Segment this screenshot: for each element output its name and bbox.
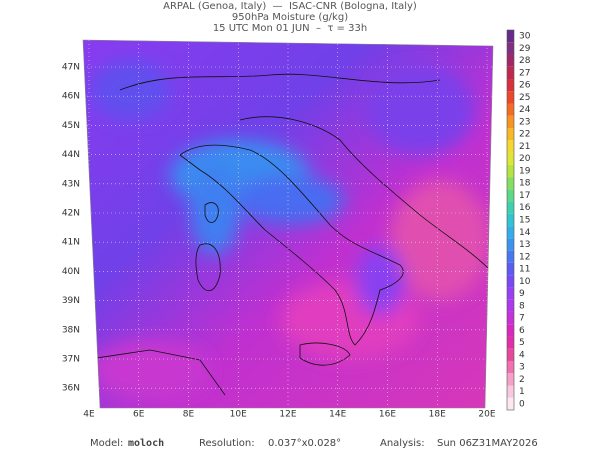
colorbar-label: 1 bbox=[519, 387, 525, 397]
colorbar-label: 9 bbox=[519, 289, 525, 299]
colorbar-swatch bbox=[507, 30, 514, 43]
longitude-label: 20E bbox=[478, 410, 495, 420]
colorbar-swatch bbox=[507, 91, 514, 104]
latitude-label: 37N bbox=[62, 355, 80, 365]
colorbar-swatch bbox=[507, 140, 514, 153]
colorbar-swatch bbox=[507, 385, 514, 398]
colorbar-label: 28 bbox=[519, 56, 531, 66]
colorbar-label: 11 bbox=[519, 265, 530, 275]
footer-value: 0.037°x0.028° bbox=[268, 438, 341, 449]
colorbar-swatch bbox=[507, 275, 514, 288]
colorbar-label: 19 bbox=[519, 166, 531, 176]
footer-label: Model: bbox=[90, 438, 123, 449]
colorbar-swatch bbox=[507, 360, 514, 374]
latitude-label: 40N bbox=[62, 267, 80, 277]
longitude-label: 10E bbox=[230, 410, 247, 420]
longitude-label: 16E bbox=[379, 410, 396, 420]
longitude-label: 4E bbox=[83, 410, 95, 420]
colorbar-swatch bbox=[507, 311, 514, 325]
colorbar-label: 3 bbox=[519, 363, 525, 373]
colorbar-swatch bbox=[507, 66, 514, 80]
latitude-label: 39N bbox=[62, 296, 80, 306]
colorbar-swatch bbox=[507, 348, 514, 361]
colorbar-swatch bbox=[507, 152, 514, 165]
colorbar-label: 0 bbox=[519, 399, 525, 409]
colorbar-swatch bbox=[507, 238, 514, 251]
colorbar-label: 22 bbox=[519, 130, 530, 140]
colorbar-swatch bbox=[507, 79, 514, 92]
longitude-label: 8E bbox=[183, 410, 195, 420]
colorbar-swatch bbox=[507, 103, 514, 116]
colorbar-swatch bbox=[507, 299, 514, 312]
header-line: 15 UTC Mon 01 JUN – τ = 33h bbox=[213, 23, 367, 34]
colorbar-label: 24 bbox=[519, 105, 531, 115]
colorbar-swatch bbox=[507, 262, 514, 276]
colorbar-label: 21 bbox=[519, 142, 530, 152]
colorbar-swatch bbox=[507, 201, 514, 214]
colorbar-swatch bbox=[507, 397, 514, 410]
colorbar-label: 10 bbox=[519, 277, 531, 287]
colorbar-label: 13 bbox=[519, 240, 530, 250]
longitude-label: 12E bbox=[279, 410, 296, 420]
colorbar-label: 23 bbox=[519, 117, 530, 127]
axis-labels: 47N 46N 45N 44N 43N 42N 41N 40N 39N 38N 37N 36N 4E 6E… bbox=[62, 63, 496, 420]
longitude-label: 14E bbox=[329, 410, 346, 420]
colorbar-label: 17 bbox=[519, 191, 530, 201]
colorbar-swatch bbox=[507, 373, 514, 386]
latitude-label: 47N bbox=[62, 63, 80, 73]
header-line: 950hPa Moisture (g/kg) bbox=[232, 12, 348, 23]
colorbar-label: 20 bbox=[519, 154, 531, 164]
footer-label: Resolution: bbox=[199, 438, 255, 449]
colorbar-swatch bbox=[507, 287, 514, 300]
latitude-label: 46N bbox=[62, 92, 80, 102]
colorbar-swatch bbox=[507, 164, 514, 178]
colorbar-label: 5 bbox=[519, 338, 525, 348]
latitude-label: 36N bbox=[62, 384, 80, 394]
footer-label: Analysis: bbox=[380, 438, 425, 449]
colorbar-label: 7 bbox=[519, 314, 525, 324]
colorbar-label: 29 bbox=[519, 44, 531, 54]
longitude-label: 6E bbox=[133, 410, 145, 420]
latitude-label: 43N bbox=[62, 179, 80, 189]
colorbar-label: 14 bbox=[519, 228, 531, 238]
colorbar-label: 6 bbox=[519, 326, 525, 336]
colorbar-swatch bbox=[507, 177, 514, 190]
colorbar-label: 30 bbox=[519, 32, 531, 42]
colorbar-swatch bbox=[507, 213, 514, 227]
colorbar-label: 16 bbox=[519, 203, 531, 213]
colorbar-label: 25 bbox=[519, 93, 530, 103]
colorbar-swatch bbox=[507, 115, 514, 129]
colorbar-label: 15 bbox=[519, 216, 530, 226]
colorbar-label: 27 bbox=[519, 68, 530, 78]
footer-value: Sun 06Z31MAY2026 bbox=[437, 438, 538, 449]
colorbar-label: 4 bbox=[519, 350, 525, 360]
colorbar-label: 12 bbox=[519, 252, 530, 262]
latitude-label: 44N bbox=[62, 150, 80, 160]
colorbar-label: 18 bbox=[519, 179, 531, 189]
moisture-field bbox=[83, 40, 493, 408]
latitude-label: 41N bbox=[62, 238, 80, 248]
latitude-label: 38N bbox=[62, 325, 80, 335]
footer-value: moloch bbox=[128, 438, 164, 449]
latitude-label: 45N bbox=[62, 121, 80, 131]
colorbar-swatch bbox=[507, 226, 514, 239]
colorbar: 0123456789101112131415161718192021222324… bbox=[506, 29, 531, 411]
colorbar-label: 8 bbox=[519, 301, 525, 311]
colorbar-label: 2 bbox=[519, 375, 525, 385]
latitude-label: 42N bbox=[62, 209, 80, 219]
longitude-label: 18E bbox=[429, 410, 446, 420]
header-line: ARPAL (Genoa, Italy) — ISAC-CNR (Bologna… bbox=[163, 1, 417, 12]
colorbar-swatch bbox=[507, 336, 514, 349]
colorbar-swatch bbox=[507, 128, 514, 141]
colorbar-swatch bbox=[507, 250, 514, 263]
colorbar-label: 26 bbox=[519, 81, 531, 91]
colorbar-swatch bbox=[507, 42, 514, 55]
colorbar-frame bbox=[506, 29, 515, 411]
colorbar-swatch bbox=[507, 324, 514, 337]
colorbar-swatch bbox=[507, 189, 514, 202]
colorbar-swatch bbox=[507, 54, 514, 67]
map-frame bbox=[82, 39, 494, 409]
